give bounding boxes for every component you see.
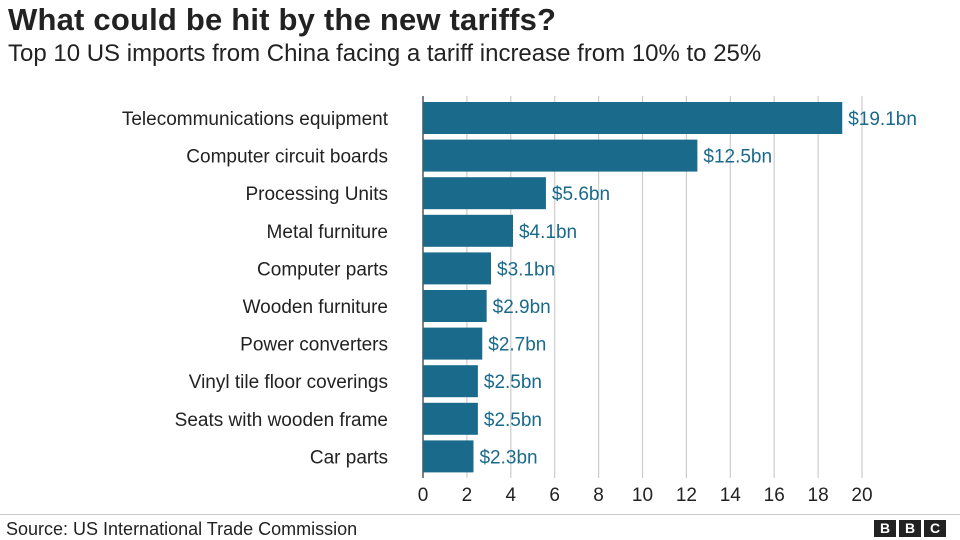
labels: Telecommunications equipment $19.1bn Compu…	[122, 109, 917, 468]
bar	[423, 290, 487, 322]
x-tick-label: 10	[632, 485, 653, 506]
bar	[423, 252, 492, 285]
bar	[423, 102, 843, 134]
value-label: $12.5bn	[703, 147, 772, 168]
footer-divider	[0, 514, 960, 515]
bar-chart: Telecommunications equipment $19.1bn Compu…	[122, 96, 917, 506]
value-label: $2.3bn	[479, 447, 537, 468]
value-label: $2.9bn	[493, 297, 551, 318]
source-note: Source: US International Trade Commissio…	[6, 519, 358, 539]
category-label: Telecommunications equipment	[122, 109, 389, 130]
bar	[423, 139, 698, 172]
value-label: $5.6bn	[552, 184, 610, 205]
category-label: Computer parts	[257, 259, 388, 280]
logo-letter: B	[899, 520, 921, 537]
x-tick-label: 12	[676, 485, 697, 506]
x-tick-label: 6	[549, 485, 560, 506]
bar	[423, 440, 474, 473]
category-label: Computer circuit boards	[186, 147, 388, 168]
x-tick-label: 18	[808, 485, 829, 506]
x-tick-label: 16	[764, 485, 785, 506]
chart-subtitle: Top 10 US imports from China facing a ta…	[8, 40, 762, 67]
x-tick-label: 4	[506, 485, 517, 506]
bbc-logo: B B C	[874, 520, 946, 537]
bar	[423, 327, 483, 360]
value-label: $2.7bn	[488, 335, 546, 356]
logo-letter: C	[924, 520, 946, 537]
value-label: $2.5bn	[484, 410, 542, 431]
category-label: Power converters	[240, 335, 388, 356]
bar	[423, 402, 478, 435]
category-label: Processing Units	[245, 184, 388, 205]
logo-letter: B	[874, 520, 896, 537]
category-label: Seats with wooden frame	[175, 410, 388, 431]
category-label: Wooden furniture	[243, 297, 388, 318]
bar	[423, 177, 546, 210]
x-tick-label: 20	[851, 485, 872, 506]
category-label: Car parts	[310, 447, 388, 468]
value-label: $2.5bn	[484, 372, 542, 393]
bar	[423, 365, 478, 398]
value-label: $3.1bn	[497, 259, 555, 280]
category-label: Vinyl tile floor coverings	[189, 372, 388, 393]
x-tick-label: 0	[418, 485, 429, 506]
category-label: Metal furniture	[267, 222, 388, 243]
x-tick-label: 14	[720, 485, 742, 506]
chart-title: What could be hit by the new tariffs?	[8, 2, 557, 37]
x-tick-label: 2	[462, 485, 473, 506]
x-tick-label: 8	[593, 485, 604, 506]
bars	[423, 102, 843, 473]
bar	[423, 214, 513, 247]
x-axis-ticks: 0 2 4 6 8 10 12 14 16 18 20	[418, 485, 873, 506]
value-label: $4.1bn	[519, 222, 577, 243]
value-label: $19.1bn	[848, 109, 917, 130]
